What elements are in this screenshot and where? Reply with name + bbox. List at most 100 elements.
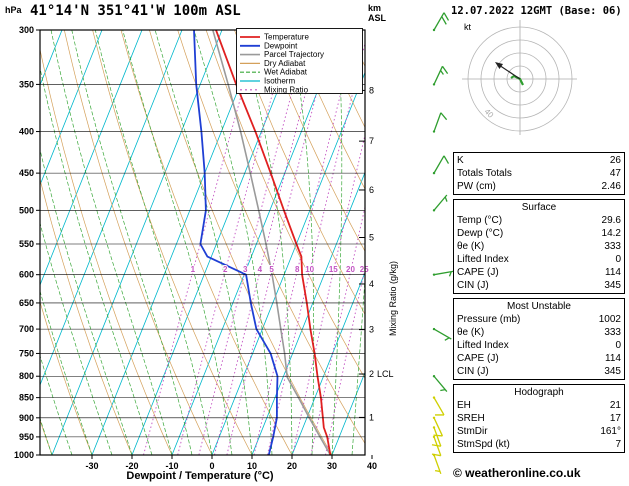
table-row: θe (K) 333 [457, 326, 621, 339]
pressure-tick-label: 400 [19, 127, 34, 137]
km-tick-label: 8 [369, 85, 374, 95]
table-row: Pressure (mb) 1002 [457, 313, 621, 326]
stat-label: K [457, 155, 464, 166]
stat-label: Pressure (mb) [457, 314, 521, 325]
dry-adiabat-line [40, 47, 173, 455]
table-row: StmSpd (kt) 7 [457, 438, 621, 451]
pressure-tick-label: 450 [19, 168, 34, 178]
mixing-ratio-line [325, 266, 365, 455]
stat-value: 2.46 [601, 181, 621, 192]
mixing-ratio-value-label: 4 [258, 265, 263, 274]
hodograph-ring [480, 39, 560, 119]
stats-section: Surface Temp (°C) 29.6 Dewp (°C) 14.2 θe (K) 3… [453, 199, 625, 294]
wind-barb [433, 155, 445, 174]
stat-value: 114 [605, 353, 621, 364]
copyright: © weatheronline.co.uk [453, 466, 581, 480]
isotherm-line [171, 30, 343, 455]
table-row: Lifted Index 0 [457, 339, 621, 352]
mixing-ratio-line [310, 205, 365, 455]
stat-label: Temp (°C) [457, 215, 503, 226]
wind-barb [433, 270, 454, 276]
dry-adiabat-line [40, 300, 93, 455]
stat-label: Lifted Index [457, 340, 509, 351]
stat-value: 47 [609, 168, 621, 179]
table-row: StmDir 161° [457, 425, 621, 438]
temp-tick-label: 20 [287, 461, 297, 471]
stat-value: 1002 [598, 314, 621, 325]
table-row: CAPE (J) 114 [457, 352, 621, 365]
stat-label: CAPE (J) [457, 353, 499, 364]
wet-adiabat-line [372, 30, 412, 455]
stat-value: 17 [609, 413, 621, 424]
km-tick-label: 6 [369, 185, 374, 195]
wind-barb [433, 397, 445, 416]
stat-value: 21 [609, 400, 621, 411]
stat-value: 161° [600, 426, 621, 437]
legend-label: Dry Adiabat [264, 59, 306, 68]
temp-tick-label: -20 [125, 461, 138, 471]
wind-barb [433, 12, 445, 31]
altitude-axis-unit-asl: ASL [368, 13, 386, 23]
stat-label: PW (cm) [457, 181, 496, 192]
mixing-ratio-value-label: 3 [243, 265, 248, 274]
table-row: Lifted Index 0 [457, 253, 621, 266]
dry-adiabat-line [290, 30, 365, 190]
run-timestamp: 12.07.2022 12GMT (Base: 06) [451, 5, 622, 17]
section-header: Most Unstable [507, 301, 571, 312]
stats-section: Hodograph EH 21 SREH 17 StmDir 161° StmSpd (kt)… [453, 384, 625, 453]
pressure-tick-label: 850 [19, 393, 34, 403]
stat-label: StmSpd (kt) [457, 439, 510, 450]
stat-label: CIN (J) [457, 366, 489, 377]
wind-barb [433, 427, 442, 447]
hodograph-ring [493, 52, 547, 106]
isotherm-line [131, 30, 303, 455]
stat-value: 26 [609, 155, 621, 166]
legend-label: Parcel Trajectory [264, 50, 324, 59]
table-row: CAPE (J) 114 [457, 266, 621, 279]
dry-adiabat-line [262, 30, 365, 252]
x-axis-label: Dewpoint / Temperature (°C) [126, 470, 274, 482]
stat-label: CIN (J) [457, 280, 489, 291]
wind-barb [433, 328, 452, 340]
isotherm-line [331, 371, 365, 455]
stat-label: StmDir [457, 426, 488, 437]
km-tick-label: 3 [369, 325, 374, 335]
stat-value: 333 [604, 327, 621, 338]
km-tick-label: 1 [369, 412, 374, 422]
table-row: CIN (J) 345 [457, 279, 621, 292]
temp-tick-label: 0 [209, 461, 214, 471]
stat-label: Lifted Index [457, 254, 509, 265]
stat-label: θe (K) [457, 241, 485, 252]
mixing-ratio-value-label: 5 [269, 265, 274, 274]
stats-panel: K 26 Totals Totals 47 PW (cm) 2.46 Surface Temp… [453, 152, 625, 457]
legend-label: Isotherm [264, 77, 295, 86]
isotherm-line [40, 30, 103, 187]
temp-tick-label: 30 [327, 461, 337, 471]
stat-label: Totals Totals [457, 168, 512, 179]
stat-value: 29.6 [601, 215, 621, 226]
stat-value: 345 [604, 280, 621, 291]
hodograph-ring-label: 40 [483, 107, 496, 120]
wind-barb [433, 375, 448, 392]
wind-barb [433, 66, 444, 85]
mixing-ratio-value-label: 8 [295, 265, 300, 274]
km-tick-label: 5 [369, 232, 374, 242]
temp-tick-label: -30 [85, 461, 98, 471]
pressure-tick-label: 650 [19, 298, 34, 308]
pressure-tick-label: 550 [19, 239, 34, 249]
legend-label: Temperature [264, 33, 309, 42]
stat-value: 345 [604, 366, 621, 377]
mixing-ratio-value-label: 2 [223, 265, 228, 274]
stat-value: 0 [615, 254, 621, 265]
pressure-tick-label: 600 [19, 270, 34, 280]
lcl-label: LCL [377, 369, 394, 379]
stat-value: 333 [604, 241, 621, 252]
hodograph-ring [467, 26, 573, 132]
wet-adiabat-line [40, 354, 73, 455]
wind-barb [433, 194, 448, 211]
pressure-axis-unit: hPa [5, 5, 22, 15]
wind-barb [433, 436, 442, 456]
legend-label: Mixing Ratio [264, 85, 309, 94]
temp-tick-label: -10 [165, 461, 178, 471]
